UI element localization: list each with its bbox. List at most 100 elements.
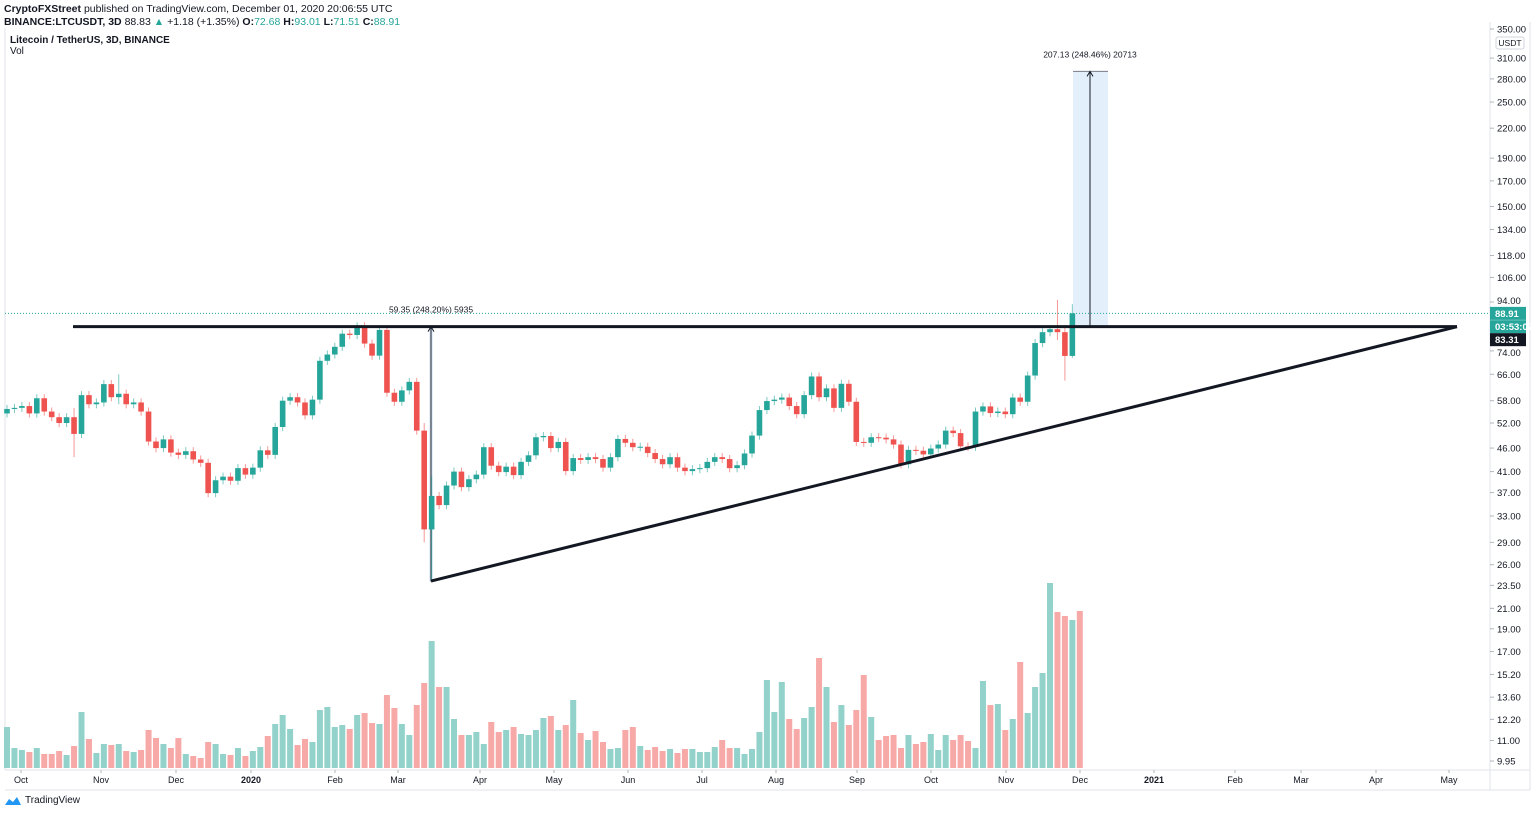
candle[interactable]: [287, 393, 293, 405]
candle[interactable]: [786, 393, 793, 411]
candle[interactable]: [428, 476, 435, 582]
candle[interactable]: [78, 391, 85, 439]
candle[interactable]: [317, 356, 323, 404]
candle[interactable]: [503, 462, 509, 477]
candle[interactable]: [71, 407, 77, 458]
candle[interactable]: [577, 454, 584, 465]
candle[interactable]: [875, 433, 882, 442]
candle[interactable]: [622, 434, 629, 447]
candle[interactable]: [212, 476, 219, 498]
candle[interactable]: [302, 398, 308, 420]
candle[interactable]: [354, 322, 360, 340]
candle[interactable]: [220, 472, 226, 485]
candle[interactable]: [235, 464, 241, 485]
candle[interactable]: [115, 374, 122, 405]
tradingview-logo[interactable]: TradingView: [4, 795, 80, 806]
candle[interactable]: [682, 463, 688, 476]
candle[interactable]: [346, 329, 353, 340]
candle[interactable]: [1032, 338, 1038, 380]
candle[interactable]: [995, 407, 1001, 418]
candle[interactable]: [4, 404, 10, 418]
candle[interactable]: [153, 437, 159, 453]
candle[interactable]: [838, 379, 845, 412]
candle[interactable]: [630, 438, 636, 452]
candle[interactable]: [399, 386, 405, 406]
candle[interactable]: [11, 403, 18, 414]
candle[interactable]: [823, 384, 830, 402]
candle[interactable]: [652, 448, 658, 464]
candle[interactable]: [48, 407, 55, 422]
candle[interactable]: [525, 451, 532, 466]
candle[interactable]: [533, 433, 539, 460]
candle[interactable]: [920, 446, 927, 459]
candle[interactable]: [41, 394, 48, 416]
candle[interactable]: [369, 339, 375, 360]
candle[interactable]: [1062, 327, 1068, 381]
candle[interactable]: [406, 377, 413, 395]
candle[interactable]: [860, 437, 867, 447]
candle[interactable]: [585, 453, 591, 465]
candle[interactable]: [540, 431, 547, 442]
candle[interactable]: [607, 453, 614, 472]
candle[interactable]: [205, 458, 211, 498]
candle[interactable]: [592, 453, 599, 464]
candle[interactable]: [19, 402, 25, 412]
candle[interactable]: [555, 437, 562, 453]
unit-badge[interactable]: [1495, 36, 1525, 50]
candle[interactable]: [913, 445, 919, 455]
candle[interactable]: [548, 431, 554, 453]
candle[interactable]: [846, 379, 852, 406]
candle[interactable]: [734, 461, 740, 473]
legend-volume[interactable]: Vol: [10, 46, 24, 57]
candle[interactable]: [250, 463, 256, 479]
candle[interactable]: [510, 462, 517, 480]
candle[interactable]: [466, 475, 472, 492]
candle[interactable]: [659, 454, 666, 469]
candle[interactable]: [764, 396, 770, 415]
candle[interactable]: [138, 398, 144, 416]
support-trendline[interactable]: [430, 325, 1458, 583]
candle[interactable]: [816, 372, 822, 402]
candle[interactable]: [168, 435, 174, 457]
candle[interactable]: [421, 423, 427, 543]
candle[interactable]: [324, 350, 331, 365]
candle[interactable]: [711, 453, 718, 466]
candle[interactable]: [376, 325, 383, 360]
candle[interactable]: [518, 457, 524, 480]
candle[interactable]: [294, 393, 301, 407]
candle[interactable]: [1054, 299, 1061, 341]
candle[interactable]: [808, 372, 815, 400]
candle[interactable]: [1024, 371, 1031, 406]
candle[interactable]: [793, 402, 800, 419]
candle[interactable]: [980, 402, 986, 416]
candle[interactable]: [309, 395, 316, 420]
candle[interactable]: [175, 448, 182, 459]
candle[interactable]: [93, 398, 100, 409]
candle[interactable]: [242, 464, 249, 479]
candle[interactable]: [101, 380, 107, 407]
candle[interactable]: [957, 429, 964, 451]
candle[interactable]: [190, 447, 197, 464]
candle[interactable]: [562, 437, 569, 476]
candle[interactable]: [1069, 304, 1076, 358]
candle[interactable]: [451, 467, 457, 490]
candle[interactable]: [332, 342, 338, 359]
candle[interactable]: [391, 388, 398, 406]
candle[interactable]: [108, 380, 115, 402]
candle[interactable]: [339, 329, 346, 351]
candle[interactable]: [704, 457, 711, 473]
candle[interactable]: [644, 442, 651, 458]
candle[interactable]: [779, 393, 785, 404]
candle[interactable]: [674, 453, 681, 472]
candle[interactable]: [272, 422, 278, 459]
candle[interactable]: [726, 454, 733, 473]
candle[interactable]: [853, 397, 860, 447]
candle[interactable]: [689, 465, 696, 476]
candle[interactable]: [615, 434, 621, 462]
candle[interactable]: [637, 442, 644, 452]
candle[interactable]: [890, 435, 897, 449]
candle[interactable]: [801, 391, 807, 419]
candle[interactable]: [1002, 407, 1009, 419]
candle[interactable]: [384, 325, 390, 397]
